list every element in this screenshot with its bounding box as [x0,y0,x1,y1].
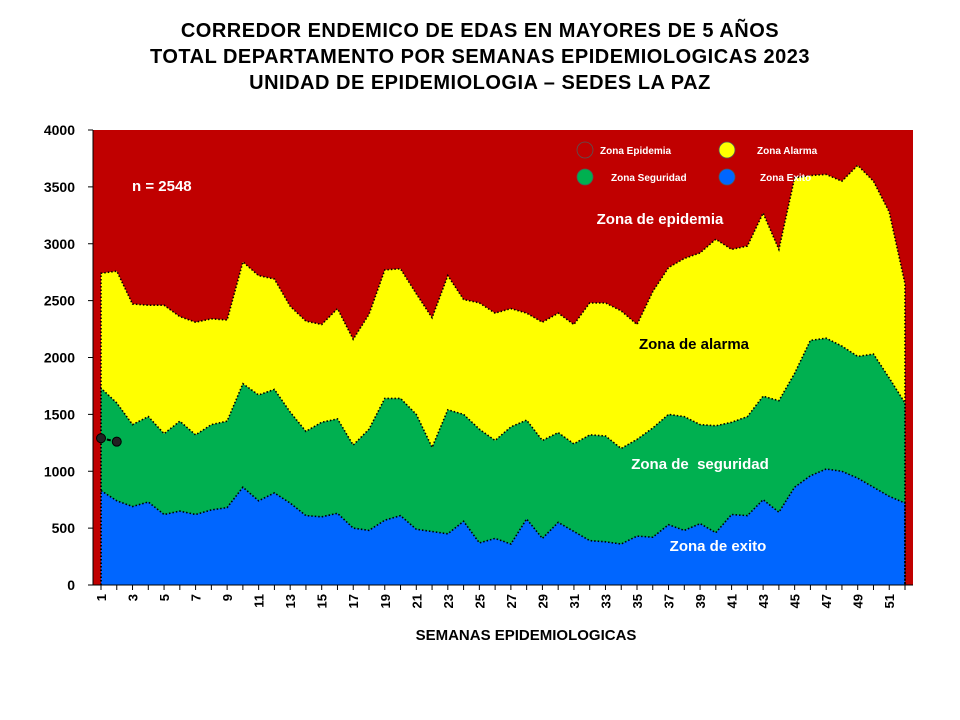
x-tick-label: 19 [378,594,393,608]
y-tick-label: 500 [52,520,76,536]
zone-borders [96,164,906,585]
x-tick-label: 29 [535,594,550,608]
y-tick-label: 3000 [44,236,75,252]
y-tick-label: 2000 [44,350,75,366]
x-tick-label: 31 [567,594,582,608]
x-tick-label: 49 [851,594,866,608]
chart-title-line-2: TOTAL DEPARTAMENTO POR SEMANAS EPIDEMIOL… [149,46,811,68]
label-zona-de-seguridad: Zona de seguridad [631,456,769,473]
x-tick-label: 35 [630,594,645,608]
legend-label-zona-exito: Zona Exito [760,173,811,184]
x-tick-label: 41 [725,594,740,608]
y-tick-label: 1500 [44,406,75,422]
y-tick-label: 3500 [44,179,75,195]
label-zona-de-exito: Zona de exito [670,538,767,555]
x-tick-label: 5 [157,594,172,601]
label-zona-de-epidemia: Zona de epidemia [597,211,724,228]
y-tick-label: 4000 [44,122,75,138]
chart-title-line-3: UNIDAD DE EPIDEMIOLOGIA – SEDES LA PAZ [249,72,711,94]
x-axis-title: SEMANAS EPIDEMIOLOGICAS [416,627,637,644]
border-zona-de-exito [100,468,906,585]
series-2023-point [111,436,122,447]
x-tick-label: 47 [819,594,834,608]
x-tick-label: 3 [126,594,141,601]
x-tick-label: 51 [882,594,897,608]
legend: Zona Epidemia Zona Alarma Zona Seguridad Zo… [576,141,818,186]
chart-title-line-1: CORREDOR ENDEMICO DE EDAS EN MAYORES DE … [180,20,780,42]
legend-marker-zona-exito [718,168,736,186]
legend-marker-zona-alarma [718,141,736,159]
count-annotation: n = 2548 [132,178,192,195]
x-tick-label: 9 [220,594,235,601]
x-tick-label: 33 [598,594,613,608]
legend-label-zona-seguridad: Zona Seguridad [611,173,687,184]
x-tick-label: 15 [315,594,330,608]
x-tick-label: 1 [94,594,109,601]
y-tick-label: 1000 [44,463,75,479]
zone-areas [93,130,913,586]
x-tick-label: 11 [252,594,267,608]
series-2023-point [96,433,106,444]
x-tick-label: 17 [346,594,361,608]
x-tick-label: 45 [788,594,803,608]
x-tick-label: 23 [441,594,456,608]
legend-label-zona-epidemia: Zona Epidemia [600,146,672,157]
legend-marker-zona-seguridad [576,168,594,186]
x-tick-label: 13 [283,594,298,608]
legend-marker-zona-epidemia [576,141,594,159]
x-tick-label: 21 [409,594,424,608]
y-tick-label: 0 [67,577,75,593]
x-tick-label: 7 [189,594,204,601]
area-zona-de-exito [101,469,905,585]
x-tick-label: 37 [662,594,677,608]
x-tick-label: 39 [693,594,708,608]
x-tick-label: 25 [472,594,487,608]
y-tick-label: 2500 [44,293,75,309]
x-tick-label: 43 [756,594,771,608]
zone-labels: n = 2548 Zona de epidemia Zona de alarma Zo… [132,178,769,555]
x-tick-label: 27 [504,594,519,608]
legend-label-zona-alarma: Zona Alarma [757,146,818,157]
label-zona-de-alarma: Zona de alarma [639,336,750,353]
